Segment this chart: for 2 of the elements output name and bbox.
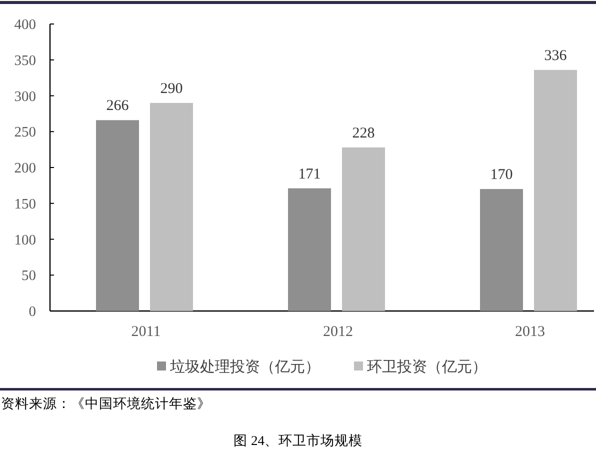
annotation: 资料来源：《中国环境统计年鉴》 <box>1 396 211 411</box>
annotation: 图 24、环卫市场规模 <box>234 433 362 448</box>
